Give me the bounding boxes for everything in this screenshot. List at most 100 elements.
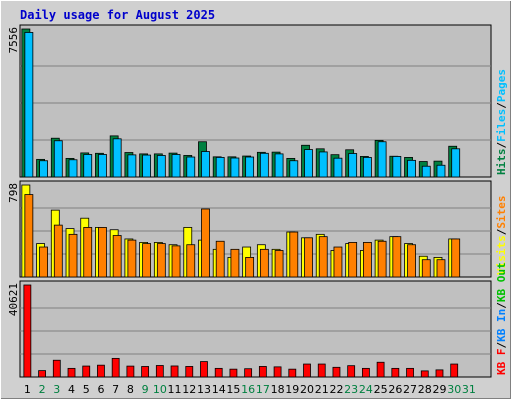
bar-sites — [215, 240, 225, 278]
x-tick-label: 22 — [329, 383, 343, 396]
bar-kb-f — [435, 369, 444, 378]
bar-files — [83, 154, 93, 178]
legend-files: Files — [495, 109, 508, 142]
x-tick-label: 29 — [432, 383, 446, 396]
bar-kb-f — [288, 368, 297, 378]
bar-kb-f — [420, 370, 429, 378]
bar-sites — [421, 259, 431, 278]
bar-kb-f — [361, 367, 370, 378]
bar-sites — [392, 236, 402, 278]
bar-files — [230, 157, 240, 178]
bar-files — [127, 154, 137, 178]
bar-files — [259, 152, 269, 178]
bar-sites — [156, 243, 166, 278]
legend-separator: / — [495, 142, 508, 149]
x-tick-label: 15 — [226, 383, 240, 396]
bar-kb-f — [185, 366, 194, 378]
bar-sites — [53, 224, 63, 278]
x-tick-label: 12 — [182, 383, 196, 396]
panel-background — [19, 280, 492, 378]
y-max-label: 7556 — [7, 27, 20, 54]
bar-kb-f — [450, 363, 459, 378]
panel-2: 798 Visits/Sites — [7, 180, 508, 278]
x-tick-label: 16 — [241, 383, 255, 396]
bar-files — [68, 159, 78, 178]
bar-sites — [171, 245, 181, 278]
x-tick-label: 4 — [68, 383, 75, 396]
bar-sites — [245, 257, 255, 278]
x-tick-label: 21 — [315, 383, 329, 396]
panel-background — [19, 24, 492, 178]
bar-kb-f — [200, 361, 208, 378]
chart-title: Daily usage for August 2025 — [20, 8, 215, 22]
bar-kb-f — [23, 284, 32, 378]
bar-kb-f — [376, 361, 385, 378]
bar-kb-f — [170, 365, 179, 378]
x-tick-label: 8 — [127, 383, 134, 396]
bar-files — [24, 32, 34, 178]
x-tick-label: 20 — [300, 383, 314, 396]
bar-sites — [98, 227, 107, 278]
legend-sites: Sites — [495, 196, 508, 229]
bar-sites — [201, 208, 210, 278]
x-tick-label: 13 — [197, 383, 211, 396]
bar-sites — [142, 243, 152, 278]
x-tick-label: 31 — [462, 383, 476, 396]
bar-files — [436, 164, 446, 178]
legend-separator: / — [495, 302, 508, 309]
bar-kb-f — [52, 359, 61, 378]
bar-files — [245, 156, 255, 178]
bar-files — [318, 151, 328, 178]
legend-kb-in: KB In — [495, 309, 508, 342]
bar-sites — [112, 235, 122, 278]
bar-files — [377, 141, 387, 178]
legend-separator: / — [495, 342, 508, 349]
x-tick-label: 2 — [39, 383, 46, 396]
x-tick-label: 7 — [112, 383, 119, 396]
bar-files — [39, 160, 48, 178]
bar-sites — [39, 246, 48, 278]
bar-sites — [451, 238, 461, 278]
bar-sites — [348, 242, 358, 278]
side-legend: Hits/Files/Pages — [495, 69, 508, 175]
bar-files — [171, 154, 181, 178]
bar-kb-f — [229, 368, 238, 378]
bar-kb-f — [141, 366, 150, 378]
x-axis-labels: 1 2 3 4 5 6 7 8 9 10 11 12 13 14 15 16 17 18 19 20 21 22 23 24 2… — [24, 383, 476, 396]
bar-sites — [407, 244, 416, 278]
bar-sites — [274, 250, 284, 278]
bar-files — [215, 157, 225, 178]
bar-sites — [24, 194, 34, 278]
x-tick-label: 9 — [142, 383, 149, 396]
bar-sites — [186, 244, 196, 278]
x-tick-label: 10 — [153, 383, 167, 396]
bar-kb-f — [244, 368, 253, 378]
legend-pages: Pages — [495, 69, 508, 102]
bar-files — [201, 151, 210, 178]
bar-sites — [304, 237, 313, 278]
side-legend: KB F/KB In/KB Out — [495, 262, 508, 375]
bar-sites — [289, 231, 299, 278]
x-tick-label: 30 — [447, 383, 461, 396]
legend-separator: / — [495, 228, 508, 235]
bar-files — [407, 159, 416, 178]
bar-sites — [83, 227, 93, 278]
bar-files — [451, 148, 461, 178]
bar-files — [53, 140, 63, 178]
bar-files — [156, 155, 166, 178]
legend-hits: Hits — [495, 149, 508, 176]
bar-kb-f — [97, 364, 105, 378]
bar-kb-f — [38, 370, 46, 378]
bar-kb-f — [273, 366, 282, 378]
x-tick-label: 17 — [256, 383, 270, 396]
x-tick-label: 26 — [388, 383, 402, 396]
bar-files — [98, 154, 107, 178]
x-tick-label: 24 — [359, 383, 373, 396]
y-max-label: 798 — [7, 183, 20, 203]
bar-files — [186, 156, 196, 178]
bar-files — [112, 138, 122, 178]
bar-kb-f — [332, 366, 341, 378]
